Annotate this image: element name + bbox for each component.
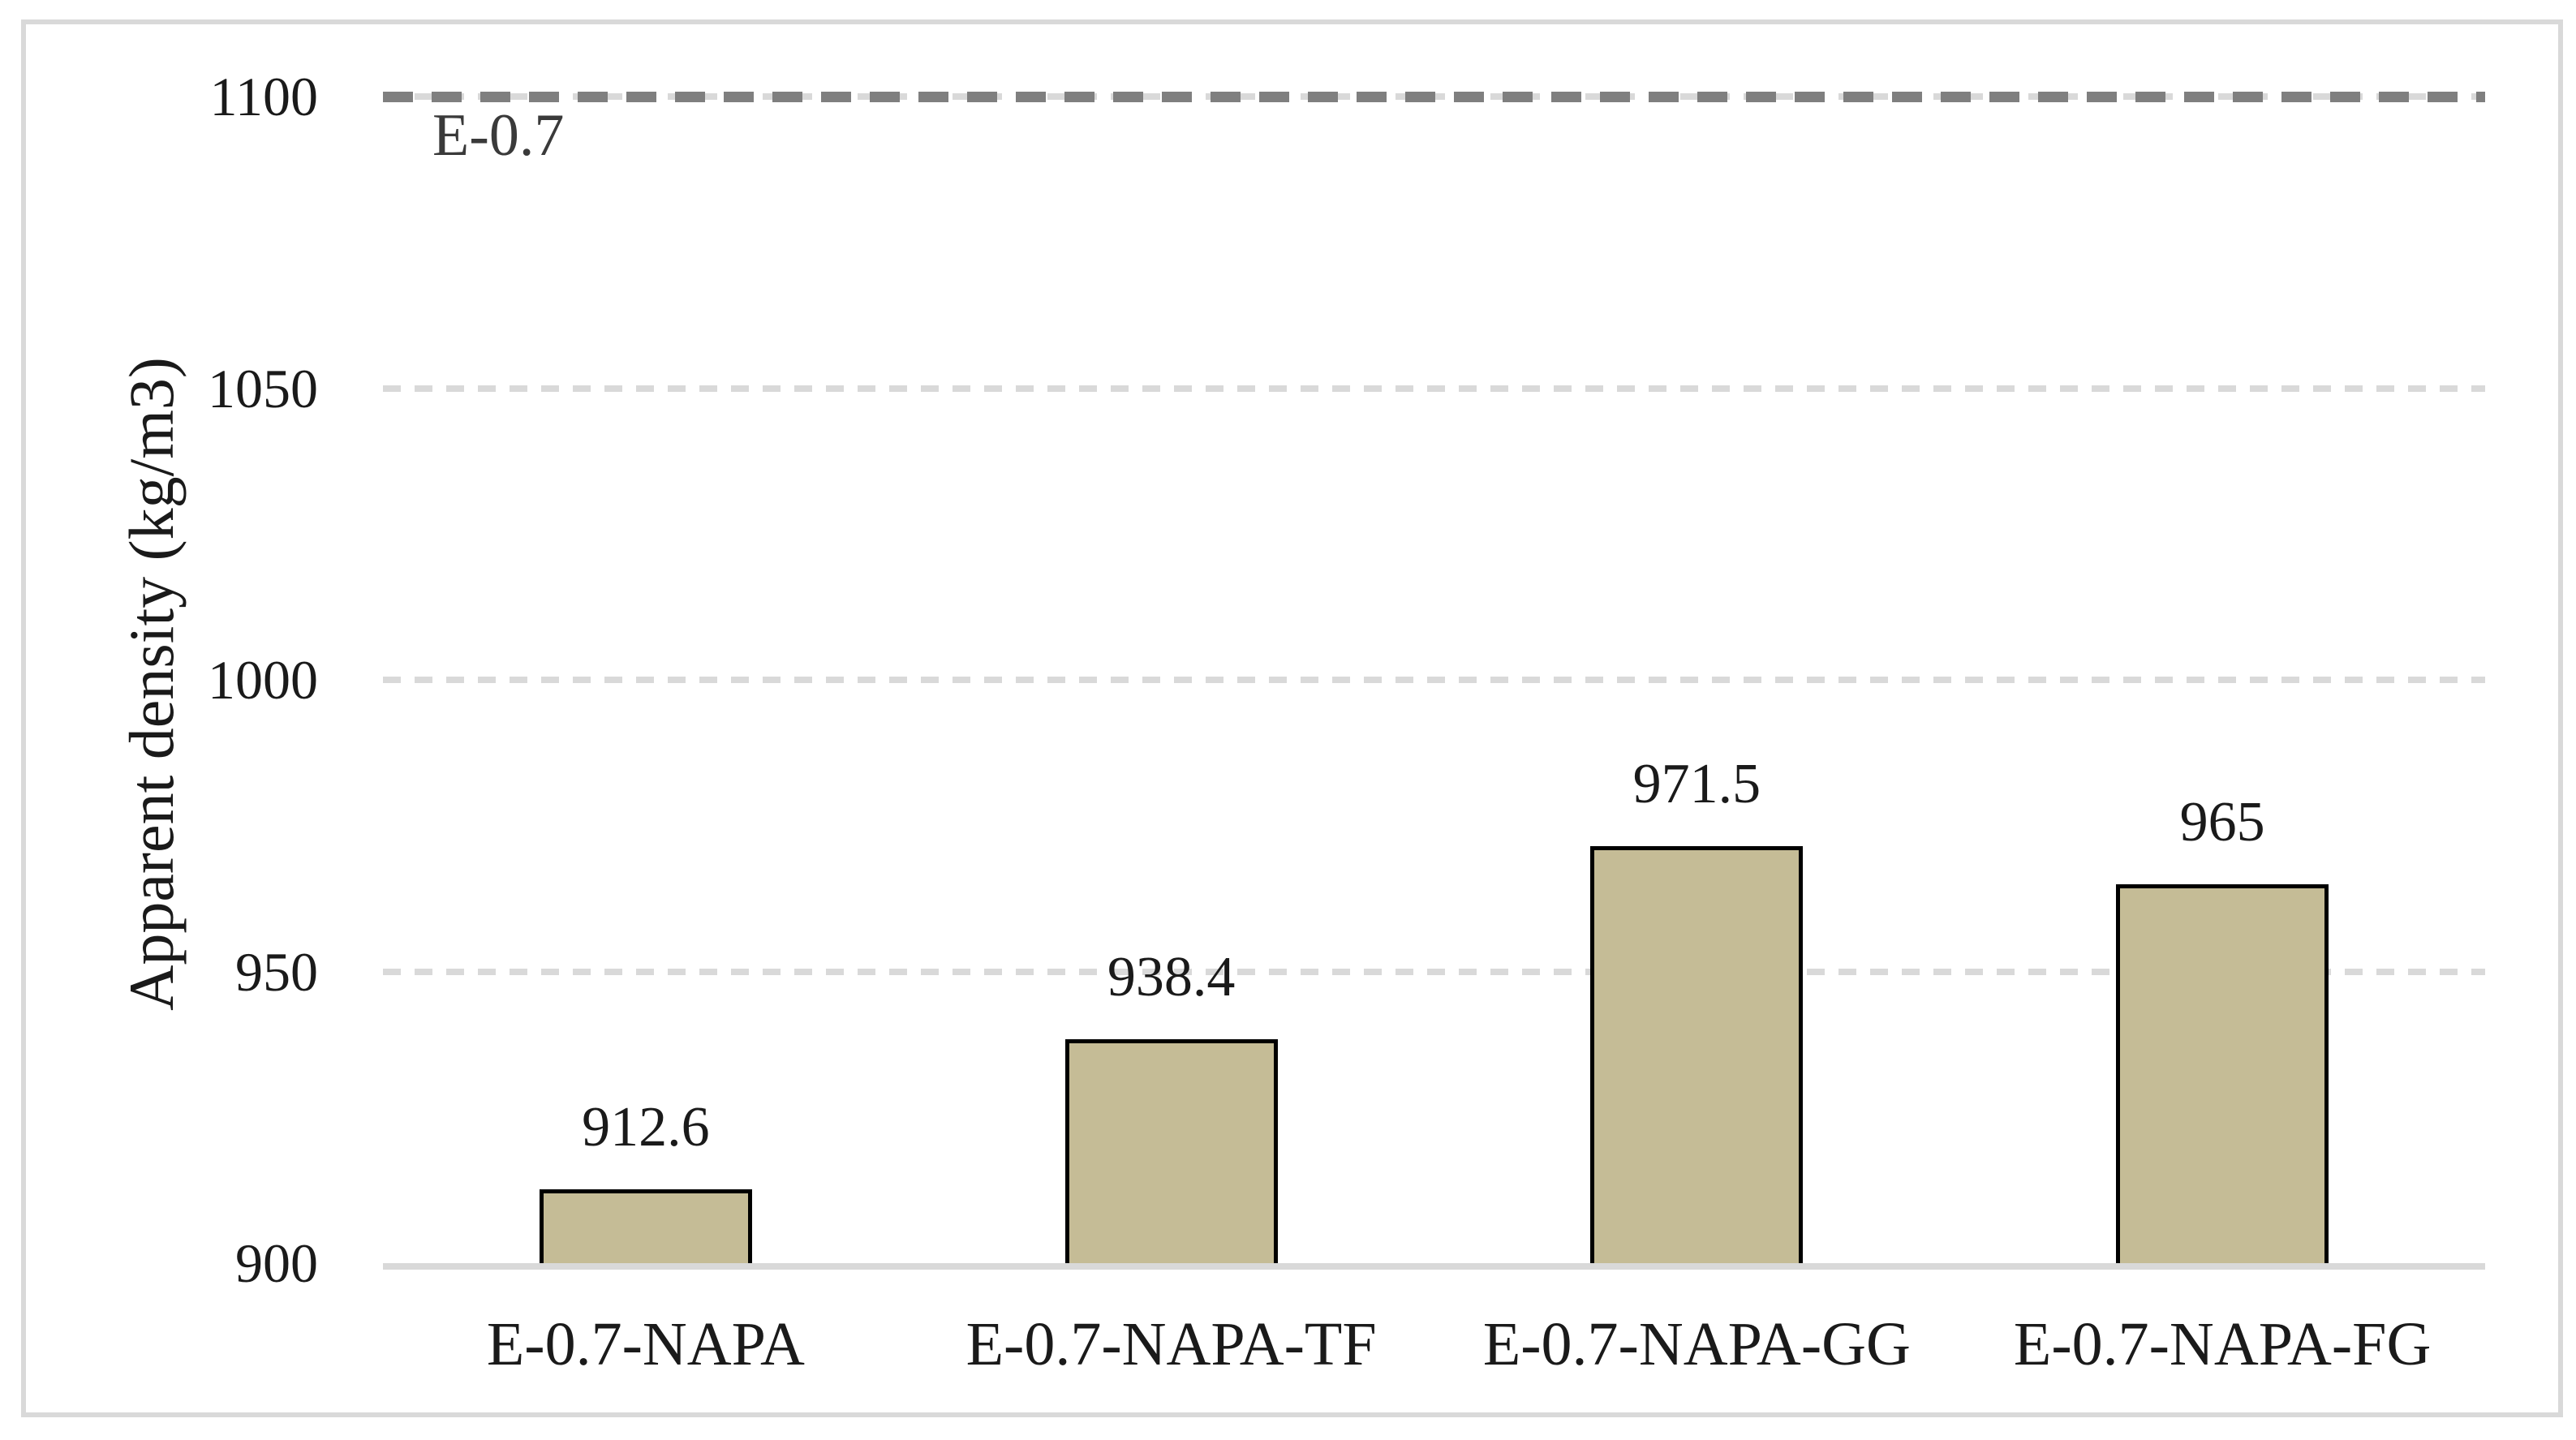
gridline-1000 bbox=[383, 677, 2485, 683]
bar-value-label: 938.4 bbox=[1107, 945, 1236, 1008]
bar-E-0.7-NAPA-FG bbox=[2116, 883, 2329, 1263]
y-tick-label: 950 bbox=[235, 940, 318, 1003]
y-tick-label: 900 bbox=[235, 1232, 318, 1294]
bar-E-0.7-NAPA-GG bbox=[1590, 845, 1804, 1263]
x-axis-line bbox=[383, 1263, 2485, 1270]
bar-value-label: 971.5 bbox=[1632, 752, 1761, 815]
y-tick-label: 1050 bbox=[208, 357, 318, 419]
x-category-label: E-0.7-NAPA-FG bbox=[2013, 1310, 2432, 1378]
reference-line bbox=[383, 92, 2485, 102]
bar-E-0.7-NAPA bbox=[539, 1189, 752, 1263]
bar-value-label: 912.6 bbox=[582, 1096, 710, 1159]
y-tick-label: 1100 bbox=[209, 66, 318, 127]
y-tick-label: 1000 bbox=[208, 649, 318, 711]
reference-line-label: E-0.7 bbox=[432, 102, 565, 169]
chart-outer-border bbox=[21, 19, 2563, 1417]
y-axis-title: Apparent density (kg/m3) bbox=[116, 357, 187, 1011]
gridline-950 bbox=[383, 968, 2485, 975]
bar-value-label: 965 bbox=[2179, 790, 2265, 853]
bar-E-0.7-NAPA-TF bbox=[1064, 1038, 1278, 1263]
x-category-label: E-0.7-NAPA-TF bbox=[965, 1310, 1377, 1378]
x-category-label: E-0.7-NAPA-GG bbox=[1482, 1310, 1911, 1378]
gridline-1050 bbox=[383, 385, 2485, 392]
x-category-label: E-0.7-NAPA bbox=[486, 1310, 805, 1378]
